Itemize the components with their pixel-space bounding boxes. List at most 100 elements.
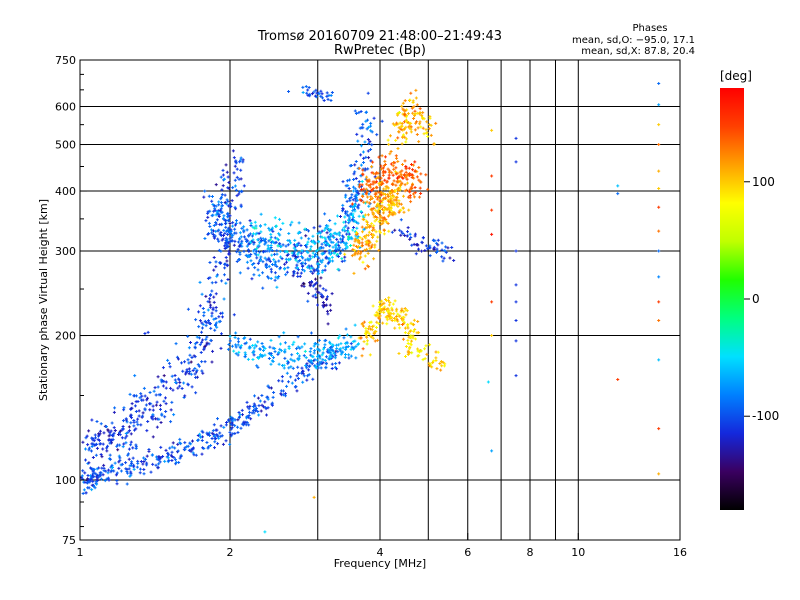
scatter-point [333, 365, 337, 369]
scatter-point [279, 389, 283, 393]
scatter-point [331, 245, 335, 249]
scatter-point [297, 250, 301, 254]
scatter-point [309, 269, 313, 273]
scatter-point [269, 270, 273, 274]
scatter-point [278, 249, 282, 253]
scatter-point [395, 307, 399, 311]
scatter-point [248, 337, 252, 341]
scatter-point [260, 355, 264, 359]
scatter-point [382, 310, 386, 314]
scatter-point [342, 235, 346, 239]
scatter-point [252, 353, 256, 357]
scatter-point [155, 400, 159, 404]
scatter-point [251, 409, 255, 413]
scatter-point [387, 203, 391, 207]
scatter-point [227, 218, 231, 222]
scatter-point [363, 201, 367, 205]
scatter-point [255, 249, 259, 253]
scatter-point [442, 256, 446, 260]
scatter-point [347, 232, 351, 236]
scatter-point [306, 291, 310, 295]
scatter-point [237, 340, 241, 344]
scatter-point [338, 233, 342, 237]
scatter-point [170, 400, 174, 404]
scatter-point [357, 203, 361, 207]
scatter-point [352, 204, 356, 208]
scatter-point [363, 140, 367, 144]
scatter-point [221, 184, 225, 188]
scatter-point [381, 166, 385, 170]
scatter-point [305, 378, 309, 382]
scatter-point [159, 456, 163, 460]
scatter-point [224, 242, 228, 246]
scatter-point [291, 274, 295, 278]
scatter-point [299, 236, 303, 240]
scatter-point [195, 368, 199, 372]
scatter-point [376, 235, 380, 239]
scatter-point [93, 433, 97, 437]
scatter-point [233, 227, 237, 231]
scatter-point [158, 460, 162, 464]
scatter-point [304, 364, 308, 368]
scatter-point [439, 360, 443, 364]
scatter-point [84, 447, 88, 451]
scatter-point [95, 446, 99, 450]
scatter-point [145, 463, 149, 467]
scatter-point [383, 159, 387, 163]
scatter-point [127, 425, 131, 429]
scatter-point [271, 395, 275, 399]
scatter-point [194, 376, 198, 380]
scatter-point [211, 429, 215, 433]
scatter-point [84, 436, 88, 440]
scatter-point [155, 457, 159, 461]
scatter-point [314, 287, 318, 291]
scatter-point [225, 237, 229, 241]
scatter-point [132, 467, 136, 471]
scatter-point [291, 270, 295, 274]
scatter-point [389, 162, 393, 166]
scatter-point [239, 203, 243, 207]
scatter-point [260, 394, 264, 398]
scatter-point [321, 351, 325, 355]
scatter-point [91, 438, 95, 442]
scatter-point [377, 181, 381, 185]
scatter-point [315, 91, 319, 95]
scatter-point [294, 248, 298, 252]
scatter-point [307, 373, 311, 377]
scatter-point [248, 410, 252, 414]
scatter-point [256, 365, 260, 369]
scatter-point [305, 243, 309, 247]
scatter-point [164, 402, 168, 406]
scatter-point [375, 239, 379, 243]
scatter-point [378, 231, 382, 235]
scatter-point [191, 369, 195, 373]
scatter-point [297, 371, 301, 375]
scatter-point [309, 331, 313, 335]
scatter-point [302, 374, 306, 378]
scatter-point [98, 442, 102, 446]
scatter-point [269, 276, 273, 280]
scatter-point [99, 477, 103, 481]
scatter-point [108, 431, 112, 435]
scatter-point [411, 163, 415, 167]
scatter-point [346, 238, 350, 242]
scatter-point [372, 171, 376, 175]
scatter-point [416, 319, 420, 323]
scatter-point [351, 205, 355, 209]
scatter-point [267, 264, 271, 268]
scatter-point [367, 204, 371, 208]
scatter-point [220, 210, 224, 214]
scatter-point [413, 191, 417, 195]
scatter-point [270, 253, 274, 257]
scatter-point [277, 242, 281, 246]
scatter-point [297, 358, 301, 362]
scatter-point [391, 173, 395, 177]
scatter-point [120, 436, 124, 440]
scatter-point [163, 396, 167, 400]
scatter-point [91, 442, 95, 446]
scatter-point [210, 360, 214, 364]
scatter-point [414, 121, 418, 125]
scatter-point [374, 230, 378, 234]
scatter-point [256, 253, 260, 257]
scatter-point [324, 243, 328, 247]
